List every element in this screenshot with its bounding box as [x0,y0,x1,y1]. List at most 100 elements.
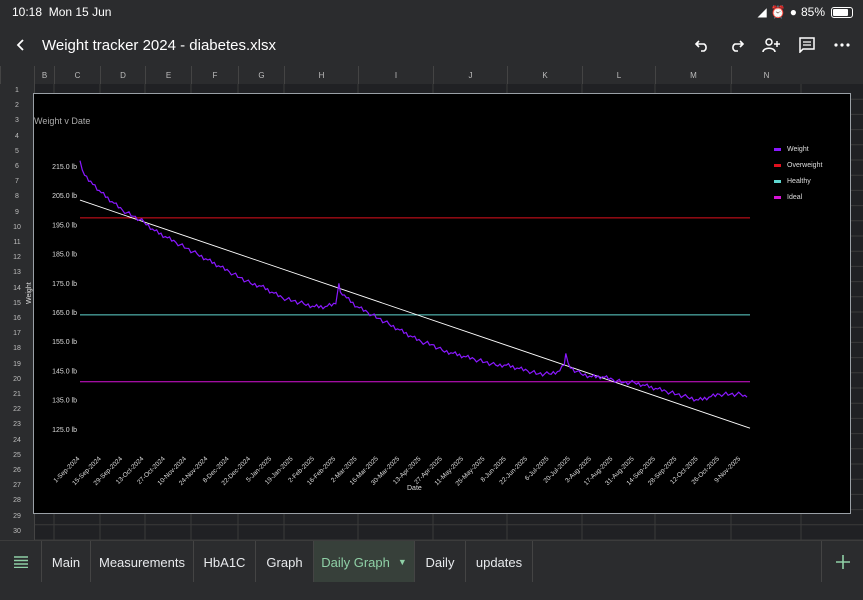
column-header-j[interactable]: J [433,66,507,84]
more-options-icon[interactable] [829,32,855,58]
row-header-14[interactable]: 14 [13,284,21,292]
legend-label: Ideal [787,193,803,201]
row-header-9[interactable]: 9 [15,208,19,216]
column-header-h[interactable]: H [284,66,358,84]
legend-label: Healthy [787,177,811,185]
app-toolbar: Weight tracker 2024 - diabetes.xlsx [0,24,863,66]
column-header-a[interactable] [0,66,34,84]
row-header-4[interactable]: 4 [15,132,19,140]
y-tick-label: 135.0 lb [52,398,77,405]
battery-percent: 85% [800,5,825,19]
y-tick-label: 215.0 lb [52,164,77,171]
row-header-13[interactable]: 13 [13,269,21,277]
add-person-icon[interactable] [758,32,784,58]
trend-line [79,199,751,429]
tab-updates[interactable]: updates [466,541,533,583]
x-axis-label: Date [407,485,422,492]
series-weight-line [79,160,748,402]
tab-measurements[interactable]: Measurements [91,541,194,583]
row-header-20[interactable]: 20 [13,375,21,383]
y-tick-label: 145.0 lb [52,368,77,375]
row-header-24[interactable]: 24 [13,436,21,444]
column-header-f[interactable]: F [191,66,238,84]
y-tick-label: 205.0 lb [52,193,77,200]
person-icon: ● [789,5,797,19]
row-header-6[interactable]: 6 [15,163,19,170]
legend-swatch [774,163,781,167]
column-header-l[interactable]: L [582,66,655,84]
y-tick-label: 125.0 lb [52,427,77,434]
tab-daily[interactable]: Daily [415,541,466,583]
row-header-5[interactable]: 5 [15,147,19,155]
row-header-11[interactable]: 11 [13,239,21,246]
tab-graph[interactable]: Graph [256,541,314,583]
row-header-30[interactable]: 30 [13,527,21,535]
legend-label: Overweight [787,161,823,169]
row-header-3[interactable]: 3 [15,117,19,125]
row-header-bar: 1 2 3 4 5 6 7 8 9 10 11 12 13 14 15 16 17 18 19 20 21 22 23 24 2… [0,84,35,540]
column-header-g[interactable]: G [238,66,284,84]
y-tick-label: 175.0 lb [52,281,77,288]
row-header-15[interactable]: 15 [13,299,21,307]
tab-daily-graph[interactable]: Daily Graph ▼ [314,541,415,583]
legend-swatch [774,195,781,199]
chart-title: Weight v Date [34,116,91,126]
row-header-16[interactable]: 16 [13,315,21,322]
wifi-icon: ◢ [757,5,767,19]
column-header-b[interactable]: B [34,66,54,84]
row-header-29[interactable]: 29 [13,512,21,520]
y-axis-label: Weight [26,282,33,304]
redo-icon[interactable] [724,32,750,58]
sheet-list-icon[interactable] [0,541,42,583]
legend-label: Weight [787,145,809,153]
column-header-i[interactable]: I [358,66,433,84]
column-header-e[interactable]: E [145,66,191,84]
row-header-26[interactable]: 26 [13,467,21,474]
row-header-10[interactable]: 10 [13,223,21,231]
add-sheet-icon[interactable] [821,541,863,583]
row-header-27[interactable]: 27 [13,482,21,490]
column-header-n[interactable]: N [731,66,801,84]
column-header-k[interactable]: K [507,66,582,84]
undo-icon[interactable] [689,32,715,58]
row-header-19[interactable]: 19 [13,360,21,368]
row-header-17[interactable]: 17 [13,330,21,338]
row-header-25[interactable]: 25 [13,451,21,459]
row-header-12[interactable]: 12 [13,254,21,262]
column-header-m[interactable]: M [655,66,731,84]
status-bar: 10:18 Mon 15 Jun ◢ ⏰ ● 85% [0,0,863,24]
row-header-1[interactable]: 1 [15,87,19,94]
row-header-8[interactable]: 8 [15,193,19,201]
row-header-22[interactable]: 22 [13,406,21,414]
tab-main[interactable]: Main [42,541,91,583]
battery-icon [831,6,853,18]
chevron-down-icon[interactable]: ▼ [397,557,407,567]
row-header-18[interactable]: 18 [13,345,21,353]
column-header-c[interactable]: C [54,66,100,84]
row-header-23[interactable]: 23 [13,421,21,429]
column-header-d[interactable]: D [100,66,145,84]
status-time: 10:18 Mon 15 Jun [12,5,112,19]
back-arrow-icon[interactable] [8,32,34,58]
row-header-21[interactable]: 21 [13,391,21,398]
comment-icon[interactable] [794,32,820,58]
legend-item-weight: Weight [774,141,822,157]
document-title: Weight tracker 2024 - diabetes.xlsx [42,37,277,54]
status-right: ◢ ⏰ ● 85% [758,5,853,19]
legend-item-ideal: Ideal [774,189,822,205]
row-header-28[interactable]: 28 [13,497,21,505]
tab-hba1c[interactable]: HbA1C [194,541,256,583]
bottom-bar [0,582,863,600]
row-header-7[interactable]: 7 [15,178,19,186]
row-header-2[interactable]: 2 [15,102,19,110]
y-tick-label: 155.0 lb [52,339,77,346]
tab-daily-graph-label: Daily Graph [321,554,390,570]
y-tick-label: 195.0 lb [52,222,77,229]
legend-swatch [774,147,781,151]
legend-swatch [774,179,781,183]
weight-chart[interactable]: Weight v Date Weight Date 215.0 lb 205.0 … [26,93,851,514]
plot-area: 215.0 lb 205.0 lb 195.0 lb 185.0 lb 175.0 lb… [52,160,751,488]
sheet-tab-bar: Main Measurements HbA1C Graph Daily Grap… [0,540,863,583]
y-tick-label: 185.0 lb [52,252,77,259]
